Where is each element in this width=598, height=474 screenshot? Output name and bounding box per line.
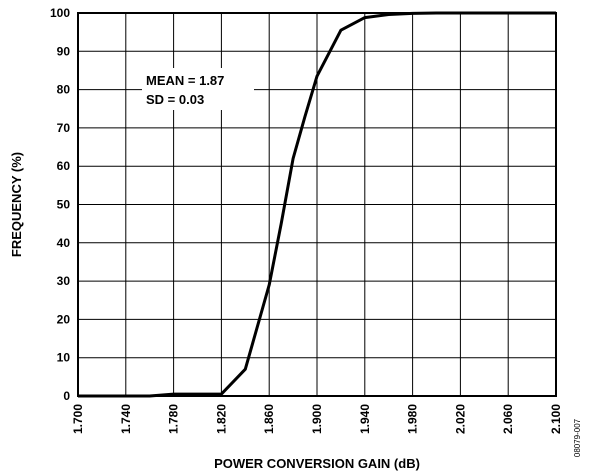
plot-frame — [77, 12, 557, 397]
y-tick-label: 70 — [57, 121, 71, 135]
y-tick-label: 50 — [57, 198, 71, 212]
x-tick-labels: 1.700 1.740 1.780 1.820 1.860 1.900 1.940 1.980… — [71, 404, 563, 434]
x-tick-label: 1.740 — [119, 404, 133, 434]
y-tick-labels: 0 10 20 30 40 50 60 70 80 90 100 — [50, 6, 70, 403]
figure-code: 08079-007 — [573, 418, 582, 457]
y-tick-label: 40 — [57, 236, 71, 250]
x-tick-label: 1.860 — [262, 404, 276, 434]
x-tick-label: 1.940 — [358, 404, 372, 434]
annotation-mean: MEAN = 1.87 — [146, 73, 224, 88]
x-tick-label: 1.900 — [310, 404, 324, 434]
x-tick-label: 1.820 — [214, 404, 228, 434]
annotation-box — [142, 68, 254, 110]
x-tick-label: 1.980 — [406, 404, 420, 434]
x-tick-label: 2.020 — [453, 404, 467, 434]
y-tick-label: 80 — [57, 83, 71, 97]
y-tick-label: 0 — [63, 389, 70, 403]
x-axis-title: POWER CONVERSION GAIN (dB) — [214, 456, 420, 471]
x-tick-label: 2.060 — [501, 404, 515, 434]
y-tick-label: 20 — [57, 312, 71, 326]
x-tick-label: 1.700 — [71, 404, 85, 434]
y-tick-label: 100 — [50, 6, 70, 20]
y-axis-title: FREQUENCY (%) — [9, 152, 24, 257]
y-tick-label: 30 — [57, 274, 71, 288]
x-tick-label: 2.100 — [549, 404, 563, 434]
y-tick-label: 60 — [57, 159, 71, 173]
y-tick-label: 90 — [57, 44, 71, 58]
x-tick-label: 1.780 — [167, 404, 181, 434]
stats-annotation: MEAN = 1.87 SD = 0.03 — [142, 68, 254, 110]
annotation-sd: SD = 0.03 — [146, 92, 204, 107]
y-tick-label: 10 — [57, 351, 71, 365]
